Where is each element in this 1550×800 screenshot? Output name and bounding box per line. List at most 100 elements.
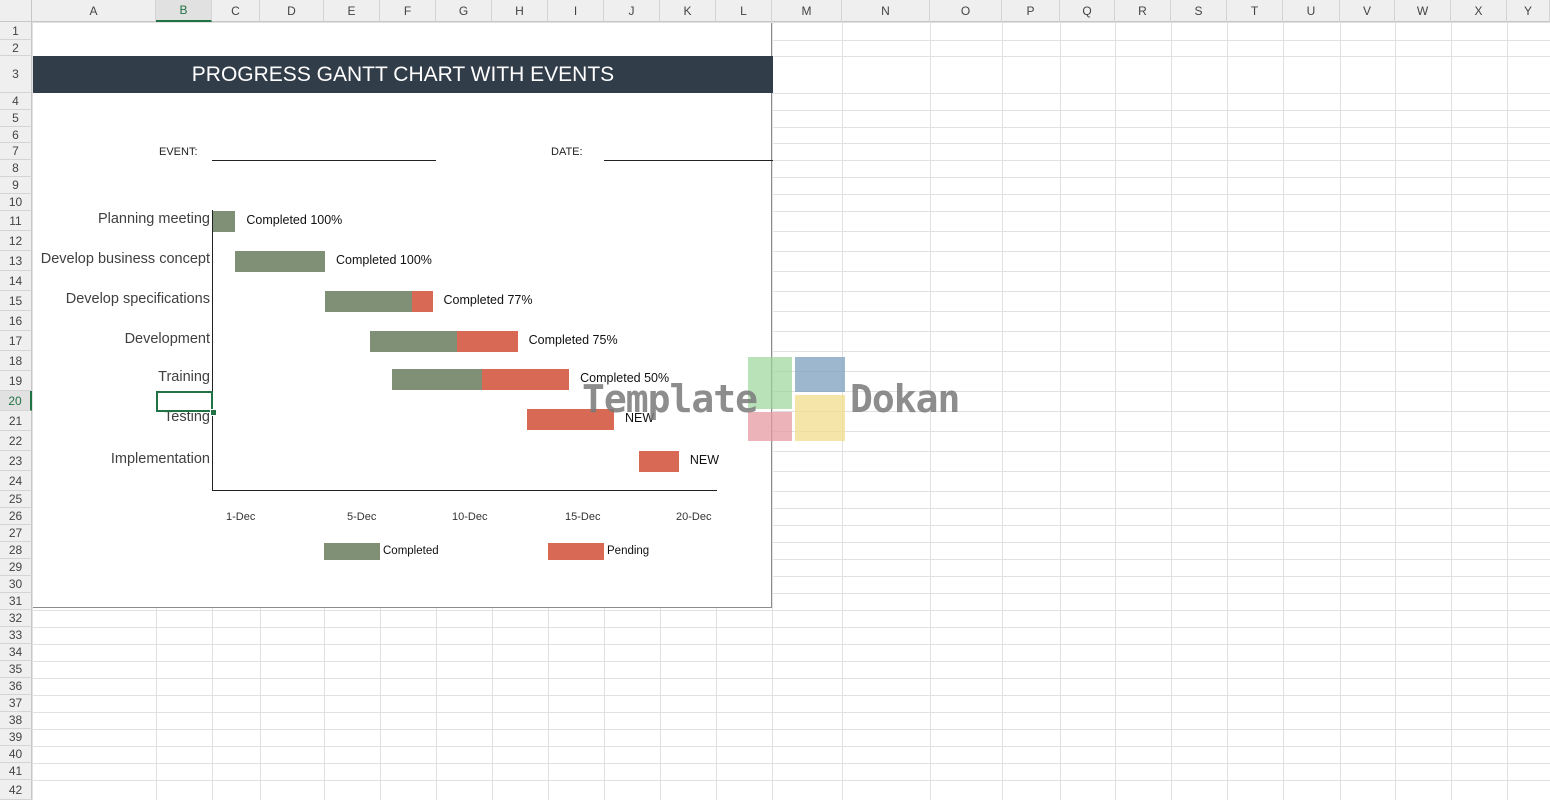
bar-completed[interactable]: [369, 331, 458, 352]
fill-handle[interactable]: [210, 409, 217, 416]
row-header-10[interactable]: 10: [0, 194, 32, 211]
column-header-b[interactable]: B: [156, 0, 212, 22]
row-header-19[interactable]: 19: [0, 371, 32, 391]
x-tick-label: 1-Dec: [226, 511, 256, 523]
row-header-13[interactable]: 13: [0, 251, 32, 271]
row-header-8[interactable]: 8: [0, 160, 32, 177]
row-header-17[interactable]: 17: [0, 331, 32, 351]
column-header-k[interactable]: K: [660, 0, 716, 22]
row-header-39[interactable]: 39: [0, 729, 32, 746]
date-input-line[interactable]: [604, 160, 773, 161]
bar-completed[interactable]: [235, 251, 325, 272]
row-header-24[interactable]: 24: [0, 471, 32, 491]
gridline-horizontal: [32, 644, 1550, 645]
column-header-a[interactable]: A: [32, 0, 156, 22]
row-header-36[interactable]: 36: [0, 678, 32, 695]
column-header-l[interactable]: L: [716, 0, 772, 22]
row-header-27[interactable]: 27: [0, 525, 32, 542]
row-header-37[interactable]: 37: [0, 695, 32, 712]
row-header-1[interactable]: 1: [0, 22, 32, 40]
bar-pending[interactable]: [526, 409, 614, 430]
column-header-o[interactable]: O: [930, 0, 1002, 22]
selected-cell-b20[interactable]: [156, 391, 213, 412]
column-header-v[interactable]: V: [1340, 0, 1395, 22]
watermark-pink-square: [748, 412, 792, 441]
gridline-horizontal: [32, 56, 1550, 57]
task-name-label: Implementation: [110, 451, 210, 467]
task-name-label: Development: [124, 331, 210, 347]
row-header-15[interactable]: 15: [0, 291, 32, 311]
gridline-horizontal: [32, 525, 1550, 526]
row-header-35[interactable]: 35: [0, 661, 32, 678]
gridline-horizontal: [32, 661, 1550, 662]
row-header-6[interactable]: 6: [0, 127, 32, 143]
row-header-30[interactable]: 30: [0, 576, 32, 593]
row-header-3[interactable]: 3: [0, 56, 32, 93]
bar-completed[interactable]: [213, 211, 236, 232]
row-header-32[interactable]: 32: [0, 610, 32, 627]
y-axis-line: [212, 210, 213, 491]
select-all-corner[interactable]: [0, 0, 32, 22]
column-header-u[interactable]: U: [1283, 0, 1340, 22]
column-header-r[interactable]: R: [1115, 0, 1171, 22]
column-header-n[interactable]: N: [842, 0, 930, 22]
column-header-f[interactable]: F: [380, 0, 436, 22]
column-header-t[interactable]: T: [1227, 0, 1283, 22]
row-header-7[interactable]: 7: [0, 143, 32, 160]
column-header-s[interactable]: S: [1171, 0, 1227, 22]
row-header-40[interactable]: 40: [0, 746, 32, 763]
bar-completed[interactable]: [325, 291, 413, 312]
bar-completed[interactable]: [392, 369, 482, 390]
column-header-j[interactable]: J: [604, 0, 660, 22]
row-header-42[interactable]: 42: [0, 780, 32, 800]
gridline-horizontal: [32, 160, 1550, 161]
column-header-w[interactable]: W: [1395, 0, 1451, 22]
column-header-y[interactable]: Y: [1507, 0, 1550, 22]
row-header-14[interactable]: 14: [0, 271, 32, 291]
row-header-38[interactable]: 38: [0, 712, 32, 729]
column-header-h[interactable]: H: [492, 0, 548, 22]
row-header-20[interactable]: 20: [0, 391, 32, 411]
row-header-21[interactable]: 21: [0, 411, 32, 431]
column-header-q[interactable]: Q: [1060, 0, 1115, 22]
row-header-4[interactable]: 4: [0, 93, 32, 110]
row-header-22[interactable]: 22: [0, 431, 32, 451]
legend-completed-label: Completed: [383, 545, 439, 557]
row-header-41[interactable]: 41: [0, 763, 32, 780]
column-header-p[interactable]: P: [1002, 0, 1060, 22]
row-header-29[interactable]: 29: [0, 559, 32, 576]
row-header-33[interactable]: 33: [0, 627, 32, 644]
row-header-34[interactable]: 34: [0, 644, 32, 661]
gridline-horizontal: [32, 271, 1550, 272]
bar-pending[interactable]: [412, 291, 433, 312]
row-header-16[interactable]: 16: [0, 311, 32, 331]
row-header-12[interactable]: 12: [0, 231, 32, 251]
event-input-line[interactable]: [212, 160, 436, 161]
row-header-23[interactable]: 23: [0, 451, 32, 471]
column-header-c[interactable]: C: [212, 0, 260, 22]
column-header-m[interactable]: M: [772, 0, 842, 22]
row-header-18[interactable]: 18: [0, 351, 32, 371]
page-title[interactable]: PROGRESS GANTT CHART WITH EVENTS: [33, 56, 773, 93]
row-header-28[interactable]: 28: [0, 542, 32, 559]
row-header-11[interactable]: 11: [0, 211, 32, 231]
x-axis-line: [212, 490, 717, 491]
bar-pending[interactable]: [481, 369, 570, 390]
row-header-26[interactable]: 26: [0, 508, 32, 525]
column-header-i[interactable]: I: [548, 0, 604, 22]
row-header-2[interactable]: 2: [0, 40, 32, 56]
column-header-d[interactable]: D: [260, 0, 324, 22]
column-header-e[interactable]: E: [324, 0, 380, 22]
bar-pending[interactable]: [638, 451, 679, 472]
row-header-31[interactable]: 31: [0, 593, 32, 610]
bar-pending[interactable]: [457, 331, 518, 352]
gridline-horizontal: [32, 351, 1550, 352]
column-header-x[interactable]: X: [1451, 0, 1507, 22]
row-header-5[interactable]: 5: [0, 110, 32, 127]
column-header-g[interactable]: G: [436, 0, 492, 22]
gridline-horizontal: [32, 593, 1550, 594]
row-header-25[interactable]: 25: [0, 491, 32, 508]
row-header-9[interactable]: 9: [0, 177, 32, 194]
gridline-horizontal: [32, 143, 1550, 144]
